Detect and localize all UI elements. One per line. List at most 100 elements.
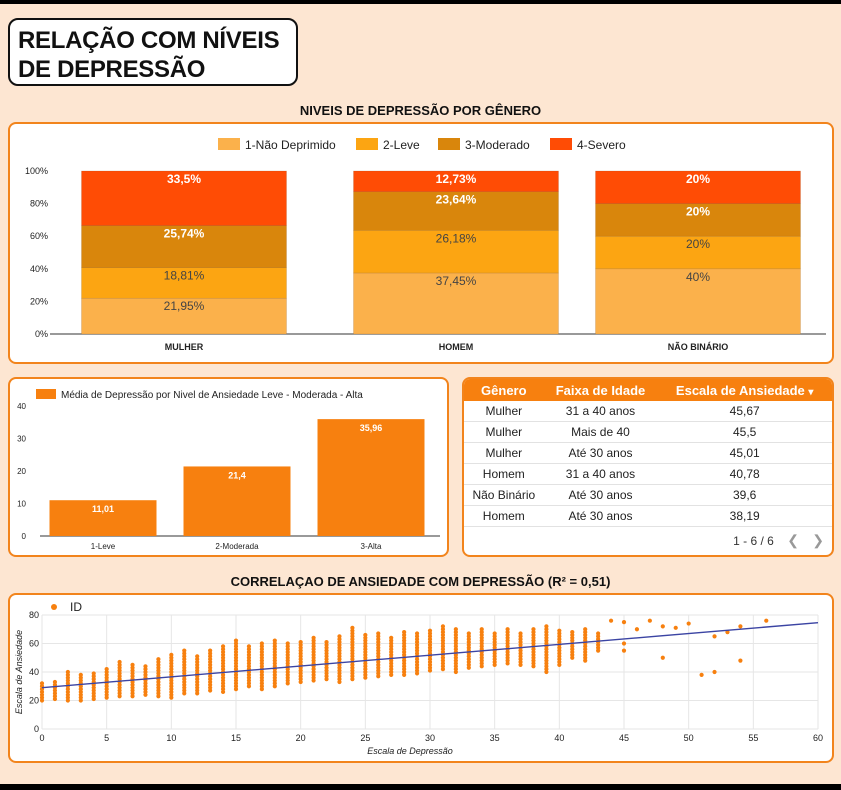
x-tick-label: 30 [425, 733, 435, 743]
bar-segment [81, 225, 287, 268]
y-tick-label: 20 [17, 467, 26, 476]
scatter-point [596, 631, 601, 636]
x-tick-label: 25 [360, 733, 370, 743]
bar [317, 419, 425, 536]
scatter-point [492, 631, 497, 636]
anxiety-table-card: Gênero Faixa de Idade Escala de Ansiedad… [462, 377, 834, 557]
bar-data-label: 25,74% [164, 227, 205, 241]
y-tick-label: 40 [29, 667, 39, 677]
scatter-point [621, 648, 627, 653]
legend-swatch-4 [550, 138, 572, 150]
cell-escala-ansiedade: 45,5 [657, 421, 832, 443]
col-header-faixa[interactable]: Faixa de Idade [543, 379, 658, 401]
bar-data-label: 37,45% [436, 274, 477, 288]
y-tick-label: 60 [29, 639, 39, 649]
stacked-bar-chart: 1-Não Deprimido 2-Leve 3-Moderado 4-Severo 0… [25, 138, 826, 352]
scatter-point [414, 631, 420, 636]
bar-segment [353, 191, 559, 231]
next-page-icon[interactable]: ❯ [812, 532, 824, 548]
bar-segment [595, 170, 801, 204]
legend-label-2: 2-Leve [383, 138, 420, 152]
scatter-point [65, 669, 70, 675]
average-bar-chart: Média de Depressão por Nivel de Ansiedad… [17, 389, 440, 551]
bar-data-label: 21,4 [228, 470, 246, 480]
scatter-point [647, 618, 652, 623]
scatter-point [505, 627, 510, 632]
col-header-genero[interactable]: Gênero [464, 379, 544, 401]
scatter-point [143, 664, 148, 669]
cell-genero: Mulher [464, 442, 544, 464]
scatter-point [764, 618, 769, 623]
scatter-point [182, 648, 187, 653]
trend-line [41, 621, 819, 689]
x-tick-label: 40 [554, 733, 564, 743]
scatter-point [285, 641, 290, 646]
sort-desc-icon[interactable]: ▾ [808, 386, 814, 398]
bar-data-label: 21,95% [164, 299, 205, 313]
cell-genero: Mulher [464, 421, 544, 443]
scatter-point [621, 620, 627, 625]
y-tick-label: 0 [22, 532, 27, 541]
y-tick-label: 30 [17, 435, 26, 444]
x-tick-label: 55 [748, 733, 758, 743]
scatter-point [376, 631, 381, 636]
table-row[interactable]: Homem Até 30 anos 38,19 [464, 505, 832, 527]
bar-data-label: 23,64% [436, 193, 477, 207]
scatter-point [52, 679, 58, 685]
y-tick-label: 80% [30, 199, 48, 209]
scatter-point [621, 641, 627, 646]
pagination-label: 1 - 6 / 6 [733, 534, 774, 548]
cell-escala-ansiedade: 45,01 [657, 442, 832, 464]
scatter-point [220, 644, 226, 649]
scatter-point [479, 627, 484, 632]
scatter-point [427, 628, 433, 633]
bar-segment [81, 267, 287, 299]
scatter-point [259, 641, 264, 646]
legend-label-1: 1-Não Deprimido [245, 138, 336, 152]
top-border [0, 0, 841, 4]
stacked-chart-card: 1-Não Deprimido 2-Leve 3-Moderado 4-Severo 0… [8, 122, 834, 364]
scatter-point [660, 655, 665, 660]
table-row[interactable]: Mulher 31 a 40 anos 45,67 [464, 401, 832, 422]
bar-segment [81, 297, 287, 335]
y-tick-label: 100% [25, 166, 48, 176]
prev-page-icon[interactable]: ❮ [787, 532, 799, 548]
table-row[interactable]: Mulher Até 30 anos 45,01 [464, 442, 832, 464]
scatter-point [272, 638, 277, 643]
table-row[interactable]: Homem 31 a 40 anos 40,78 [464, 463, 832, 485]
scatter-point [738, 658, 743, 663]
y-tick-label: 60% [30, 231, 48, 241]
scatter-point [39, 681, 45, 686]
bar-data-label: 20% [686, 205, 710, 219]
bar-data-label: 18,81% [164, 269, 205, 283]
table-row[interactable]: Mulher Mais de 40 45,5 [464, 421, 832, 443]
scatter-point [195, 654, 200, 659]
scatter-point [350, 625, 355, 630]
scatter-point [298, 639, 303, 645]
scatter-point [233, 638, 239, 643]
y-tick-label: 20% [30, 296, 48, 306]
bottom-border [0, 784, 841, 790]
scatter-point [363, 632, 368, 638]
scatter-point [634, 627, 640, 632]
scatter-chart-card: ID 0 5 10 15 20 25 30 35 40 45 50 55 60 0 20 40 60 80 Escal… [8, 593, 834, 763]
x-category-label: NÃO BINÁRIO [668, 342, 729, 352]
page-title-line1: RELAÇÃO COM NÍVEIS [18, 27, 280, 54]
bar-segment [595, 235, 801, 270]
bar-data-label: 35,96 [360, 423, 383, 433]
scatter-point [673, 625, 678, 630]
scatter-point [738, 624, 743, 629]
cell-escala-ansiedade: 38,19 [657, 505, 832, 527]
x-tick-label: 15 [231, 733, 241, 743]
scatter-point [544, 624, 549, 629]
bar-data-label: 26,18% [436, 231, 477, 245]
legend-label-4: 4-Severo [577, 138, 626, 152]
scatter-point [78, 672, 83, 677]
scatter-point [208, 648, 213, 653]
cell-faixa-idade: Até 30 anos [543, 442, 658, 464]
table-row[interactable]: Não Binário Até 30 anos 39,6 [464, 484, 832, 506]
col-header-escala[interactable]: Escala de Ansiedade ▾ [657, 379, 832, 401]
scatter-point [712, 634, 717, 639]
scatter-chart-title: CORRELAÇAO DE ANSIEDADE COM DEPRESSÃO (R… [230, 574, 611, 589]
scatter-chart: ID 0 5 10 15 20 25 30 35 40 45 50 55 60 0 20 40 60 80 Escal… [14, 600, 823, 756]
